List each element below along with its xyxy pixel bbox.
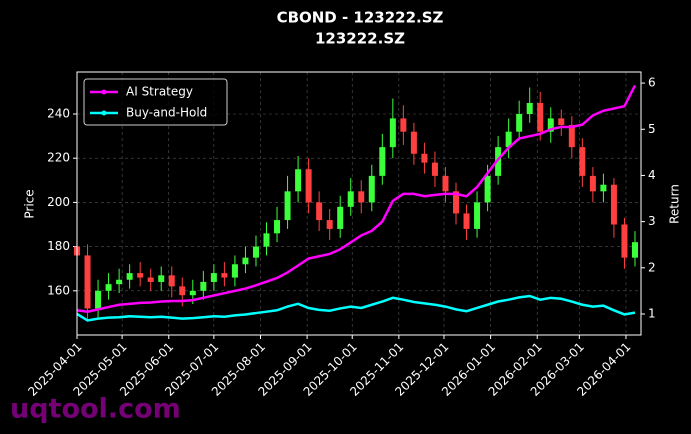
candle-body	[221, 273, 228, 278]
candle-body	[147, 277, 154, 282]
y-axis-label: Price	[23, 189, 37, 218]
candle-body	[368, 175, 375, 203]
legend-label: AI Strategy	[126, 85, 193, 99]
series-line	[76, 84, 637, 313]
candle-body	[410, 131, 417, 154]
candle-body	[631, 242, 638, 258]
candle-body	[84, 255, 91, 309]
candle-body	[610, 184, 617, 225]
y-tick-label: 220	[47, 151, 70, 165]
candle-body	[389, 118, 396, 148]
candle-body	[453, 191, 460, 214]
y2-tick-label: 2	[648, 260, 656, 274]
candle-body	[505, 131, 512, 148]
series-line	[76, 294, 636, 322]
candle-body	[295, 169, 302, 192]
candle-body	[421, 153, 428, 163]
candle-body	[274, 220, 281, 234]
legend-marker	[101, 110, 107, 116]
candle-body	[189, 290, 196, 296]
y-tick-label: 200	[47, 195, 70, 209]
y-tick-label: 240	[47, 106, 70, 120]
candle-body	[621, 224, 628, 258]
plot-area: 2025-04-012025-05-012025-06-012025-07-01…	[25, 71, 656, 399]
watermark: uqtool.com	[10, 394, 181, 425]
y-tick-label: 160	[47, 283, 70, 297]
candle-body	[463, 213, 470, 229]
candle-body	[600, 184, 607, 192]
candle-body	[495, 147, 502, 176]
y2-tick-label: 3	[648, 214, 656, 228]
candle-body	[379, 147, 386, 176]
y2-tick-label: 6	[648, 76, 656, 90]
legend-box	[83, 78, 228, 126]
candle-body	[484, 175, 491, 203]
candle-body	[400, 118, 407, 132]
legend-label: Buy-and-Hold	[126, 106, 207, 120]
candle-body	[347, 191, 354, 207]
plot-frame	[76, 71, 642, 336]
y2-tick-label: 4	[648, 168, 656, 182]
candle-body	[337, 206, 344, 229]
y2-axis-label: Return	[668, 184, 682, 224]
candle-body	[558, 118, 565, 126]
y2-tick-label: 1	[648, 306, 656, 320]
candle-body	[105, 284, 112, 291]
candle-body	[305, 169, 312, 203]
candle-body	[442, 175, 449, 192]
legend: AI Strategy Buy-and-Hold	[83, 78, 228, 126]
candle-body	[126, 273, 133, 280]
candle-body	[579, 147, 586, 176]
candle-body	[526, 102, 533, 114]
candle-body	[137, 273, 144, 278]
candle-body	[431, 162, 438, 176]
candle-body	[568, 125, 575, 148]
candle-body	[158, 275, 165, 282]
chart-subtitle: 123222.SZ	[315, 30, 405, 48]
candle-body	[358, 191, 365, 203]
candle-body	[316, 202, 323, 221]
candle-body	[231, 264, 238, 278]
candle-body	[200, 281, 207, 291]
candle-body	[537, 102, 544, 132]
legend-marker	[101, 89, 107, 95]
y2-tick-label: 5	[648, 122, 656, 136]
candle-body	[95, 290, 102, 309]
candle-body	[326, 220, 333, 229]
candle-body	[168, 275, 175, 287]
candle-body	[116, 279, 123, 285]
candle-body	[210, 273, 217, 282]
candle-body	[242, 257, 249, 265]
candle-body	[179, 286, 186, 296]
candle-body	[474, 202, 481, 229]
candle-body	[589, 175, 596, 192]
candle-body	[263, 233, 270, 247]
y-tick-label: 180	[47, 239, 70, 253]
candle-body	[252, 246, 259, 258]
candle-body	[284, 191, 291, 221]
candle-body	[547, 118, 554, 132]
chart-title: CBOND - 123222.SZ	[277, 9, 444, 27]
candle-body	[516, 113, 523, 132]
